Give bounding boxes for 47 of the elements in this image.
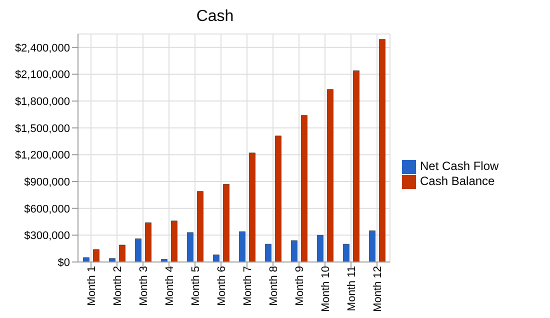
x-tick-label: Month 6 xyxy=(216,266,228,306)
bar xyxy=(145,222,152,262)
bar xyxy=(353,70,360,262)
y-tick-label: $1,200,000 xyxy=(14,150,70,162)
x-tick-label: Month 7 xyxy=(242,266,254,306)
y-tick-label: $2,100,000 xyxy=(14,69,70,82)
bar xyxy=(197,191,204,262)
bar xyxy=(249,152,256,262)
bar xyxy=(327,89,334,262)
y-tick-label: $2,400,000 xyxy=(14,42,70,54)
y-tick-label: $0 xyxy=(58,256,70,269)
legend-label: Cash Balance xyxy=(420,174,495,188)
x-tick-label: Month 10 xyxy=(320,266,332,312)
x-tick-label: Month 2 xyxy=(112,266,124,306)
bar xyxy=(83,257,90,262)
x-tick-label: Month 8 xyxy=(268,266,280,306)
bar xyxy=(171,220,178,262)
bar xyxy=(93,249,100,262)
bar xyxy=(317,234,324,262)
y-tick-label: $300,000 xyxy=(24,230,70,242)
bar xyxy=(187,232,194,262)
y-tick-label: $1,800,000 xyxy=(14,96,70,108)
bar xyxy=(369,230,376,262)
bar xyxy=(291,240,298,262)
bar xyxy=(379,39,386,262)
x-tick-label: Month 1 xyxy=(86,266,98,306)
bar xyxy=(301,115,308,262)
bar xyxy=(239,231,246,262)
bar xyxy=(275,136,282,262)
x-tick-label: Month 5 xyxy=(190,266,202,306)
bar xyxy=(135,238,142,262)
bar xyxy=(109,258,116,262)
bar xyxy=(343,244,350,262)
bar xyxy=(213,254,220,262)
x-tick-label: Month 12 xyxy=(372,266,384,312)
legend-label: Net Cash Flow xyxy=(420,159,499,174)
bar xyxy=(265,244,272,262)
y-tick-label: $600,000 xyxy=(24,203,70,216)
x-tick-label: Month 11 xyxy=(346,266,358,312)
y-tick-label: $900,000 xyxy=(24,176,70,188)
chart-title: Cash xyxy=(195,8,235,27)
x-tick-label: Month 3 xyxy=(138,266,150,306)
x-tick-label: Month 4 xyxy=(164,266,176,306)
x-tick-label: Month 9 xyxy=(294,266,306,306)
bar xyxy=(223,184,230,262)
bar xyxy=(119,244,126,262)
y-tick-label: $1,500,000 xyxy=(14,122,70,135)
